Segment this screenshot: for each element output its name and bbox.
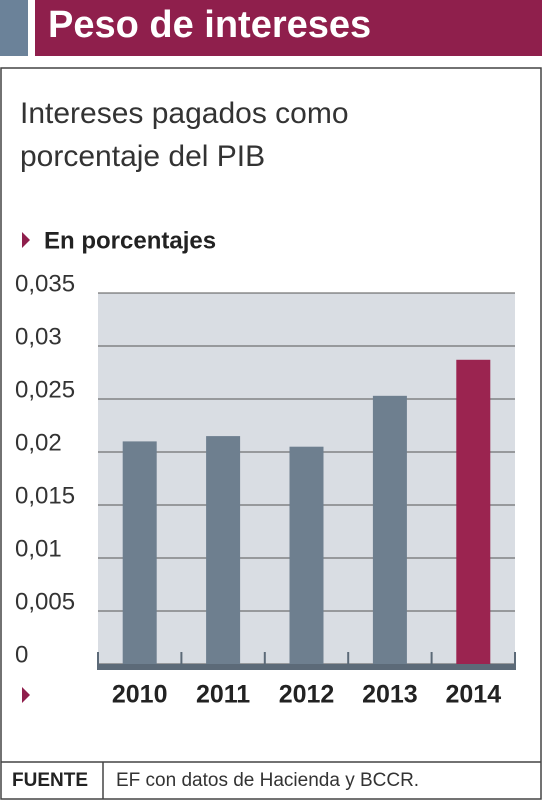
y-tick-label: 0,01 [15, 535, 62, 562]
footer-label: FUENTE [12, 770, 88, 791]
bar [122, 441, 157, 664]
y-tick-label: 0 [15, 641, 28, 668]
x-tick-label: 2011 [196, 681, 250, 709]
bar [372, 395, 407, 664]
chart-title: Intereses pagados como porcentaje del PIB [20, 97, 349, 173]
bar [456, 359, 491, 664]
bar [206, 436, 241, 664]
y-tick-label: 0,025 [15, 376, 75, 403]
frame [0, 67, 542, 800]
header-title: Peso de intereses [48, 4, 371, 46]
x-tick-label: 2010 [112, 681, 168, 709]
x-tick-label: 2014 [445, 681, 501, 709]
x-tick-label: 2013 [362, 681, 418, 709]
y-tick-label: 0,015 [15, 482, 75, 509]
header-banner [35, 0, 542, 56]
y-tick-label: 0,005 [15, 588, 75, 615]
y-tick-label: 0,03 [15, 323, 62, 350]
y-tick-label: 0,035 [15, 270, 75, 297]
y-axis-label: En porcentajes [44, 227, 216, 254]
y-tick-label: 0,02 [15, 429, 62, 456]
footer-text: EF con datos de Hacienda y BCCR. [116, 770, 419, 791]
bar [289, 446, 324, 664]
x-axis [98, 664, 515, 670]
header-accent [0, 0, 28, 56]
x-tick-label: 2012 [279, 681, 335, 709]
marker [22, 232, 30, 248]
marker [22, 687, 30, 703]
